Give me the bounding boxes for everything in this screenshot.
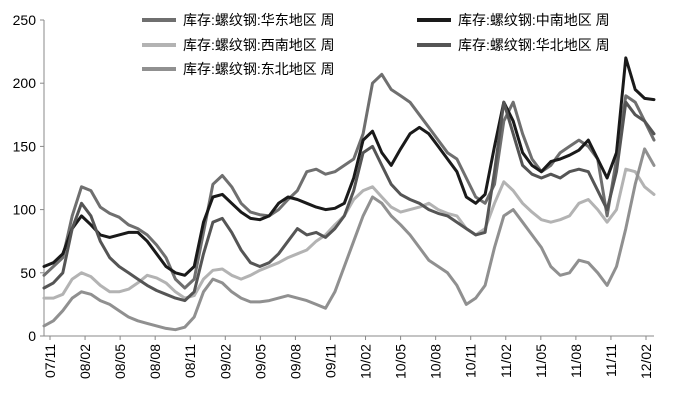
legend-label: 库存:螺纹钢:华北地区 周 bbox=[458, 37, 610, 53]
series-lines bbox=[42, 56, 656, 332]
axes bbox=[43, 20, 654, 337]
x-tick-label: 07/11 bbox=[42, 344, 58, 378]
x-tick-label: 08/11 bbox=[182, 344, 198, 378]
x-tick-label: 10/08 bbox=[428, 344, 444, 379]
x-tick-label: 08/08 bbox=[147, 344, 163, 379]
x-tick-label: 11/11 bbox=[603, 344, 619, 377]
legend: 库存:螺纹钢:华东地区 周库存:螺纹钢:中南地区 周库存:螺纹钢:西南地区 周库… bbox=[142, 12, 610, 77]
legend-label: 库存:螺纹钢:中南地区 周 bbox=[458, 12, 610, 28]
x-tick-label: 09/05 bbox=[252, 344, 268, 379]
y-tick-label: 200 bbox=[13, 75, 37, 91]
x-tick-label: 11/02 bbox=[498, 344, 514, 378]
legend-label: 库存:螺纹钢:西南地区 周 bbox=[183, 37, 335, 53]
y-tick-label: 100 bbox=[13, 202, 37, 218]
x-tick-label: 08/02 bbox=[77, 344, 93, 379]
series-line-3 bbox=[42, 100, 656, 303]
legend-label: 库存:螺纹钢:华东地区 周 bbox=[183, 12, 335, 28]
y-tick-label: 250 bbox=[13, 12, 37, 28]
legend-label: 库存:螺纹钢:东北地区 周 bbox=[183, 61, 335, 77]
y-axis-ticks: 0 50 100 150 200 250 bbox=[13, 12, 44, 344]
series-line-4 bbox=[42, 147, 656, 332]
x-tick-label: 09/11 bbox=[322, 344, 338, 378]
y-tick-label: 150 bbox=[13, 138, 37, 154]
x-axis-ticks: 07/11 08/02 08/05 08/08 08/11 09/02 09/05 09/08… bbox=[42, 336, 654, 379]
x-tick-label: 10/02 bbox=[358, 344, 374, 379]
x-tick-label: 09/02 bbox=[217, 344, 233, 379]
x-tick-label: 11/08 bbox=[568, 344, 584, 378]
series-line-0 bbox=[42, 72, 656, 290]
y-tick-label: 0 bbox=[28, 328, 36, 344]
x-tick-label: 09/08 bbox=[287, 344, 303, 379]
x-tick-label: 11/05 bbox=[533, 344, 549, 378]
x-tick-label: 10/05 bbox=[393, 344, 409, 379]
x-tick-label: 12/02 bbox=[638, 344, 654, 379]
series-line-1 bbox=[42, 56, 656, 277]
x-tick-label: 08/05 bbox=[112, 344, 128, 379]
series-line-2 bbox=[42, 167, 656, 300]
x-tick-label: 10/11 bbox=[463, 344, 479, 378]
y-tick-label: 50 bbox=[20, 265, 36, 281]
